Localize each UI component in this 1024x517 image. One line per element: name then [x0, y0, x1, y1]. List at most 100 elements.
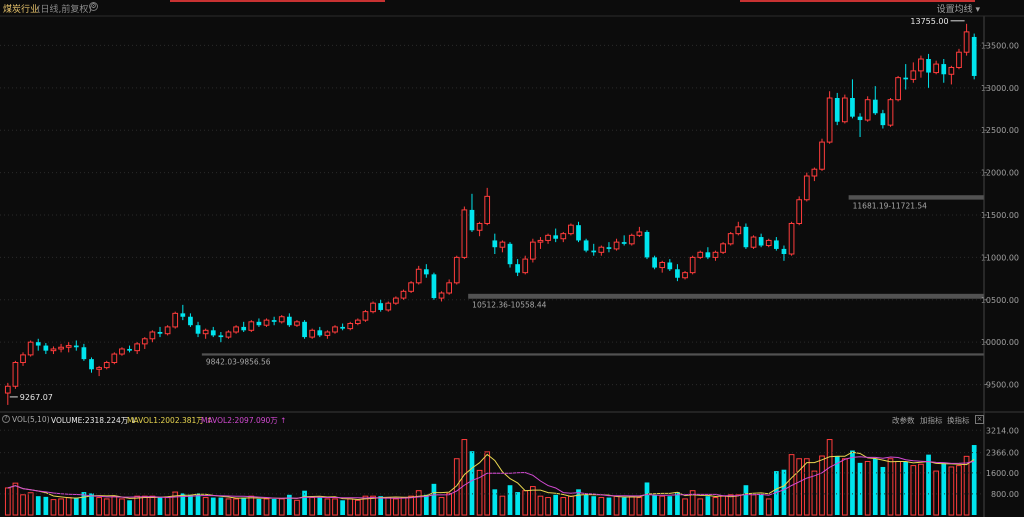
candle: [933, 60, 940, 75]
candle: [12, 360, 19, 389]
candle: [423, 264, 429, 278]
candle-body: [370, 302, 376, 313]
candle-body: [218, 335, 224, 338]
candle-body: [765, 239, 772, 247]
candle-body: [484, 195, 491, 224]
gap-label: 10512.36-10558.44: [472, 301, 547, 310]
candle: [628, 233, 635, 246]
candle-body: [773, 240, 779, 249]
volume-bar: [819, 455, 825, 516]
volume-bar: [933, 470, 940, 516]
candle: [598, 245, 605, 256]
candle: [720, 242, 726, 254]
candle-body: [499, 241, 506, 248]
volume-bar: [271, 498, 277, 515]
volume-bar: [850, 450, 855, 515]
volume-bar: [415, 490, 422, 516]
candle-body: [27, 341, 34, 356]
candle-body: [941, 64, 947, 75]
candle-body: [278, 316, 285, 323]
add-indicator-button[interactable]: 加指标: [920, 416, 943, 425]
close-icon[interactable]: ×: [975, 415, 984, 424]
candle: [910, 62, 917, 83]
candle-body: [347, 323, 354, 330]
volume-bar: [537, 495, 544, 516]
candle: [918, 55, 924, 78]
volume-bar: [872, 458, 878, 515]
volume-bar: [880, 466, 886, 515]
volume-bar: [393, 498, 399, 516]
gap-zone: [468, 293, 984, 299]
candle-body: [895, 77, 901, 101]
candle: [210, 326, 216, 338]
candle: [225, 330, 232, 339]
candle-body: [522, 258, 529, 274]
candle-body: [294, 321, 300, 326]
volume-bar: [65, 497, 72, 516]
volume-bar: [826, 439, 833, 516]
volume-bar: [613, 495, 620, 516]
candle-body: [119, 348, 125, 355]
volume-bar: [765, 498, 772, 516]
candle-body: [12, 362, 19, 387]
y-tick-label: 12500.00: [981, 126, 1019, 135]
volume-bar: [659, 495, 666, 516]
volume-bar: [4, 487, 11, 516]
switch-indicator-button[interactable]: 换指标: [947, 416, 970, 425]
candle: [606, 242, 612, 253]
help-icon[interactable]: ?: [2, 415, 10, 423]
candle: [560, 231, 567, 243]
volume-bar: [340, 500, 345, 515]
set-ma-button[interactable]: 设置均线 ▾: [936, 5, 980, 15]
candle: [675, 264, 680, 282]
candle: [735, 221, 742, 236]
candle: [507, 242, 513, 268]
candle: [294, 320, 300, 327]
tab-indicator-right: [740, 0, 975, 2]
gear-icon[interactable]: ⚙: [89, 2, 98, 11]
volume-bar: [963, 455, 970, 516]
low-label: 9267.07: [20, 393, 53, 402]
candle: [476, 221, 483, 237]
y-tick-label: 12000.00: [981, 169, 1019, 178]
candle-body: [354, 319, 361, 325]
candle: [576, 221, 581, 243]
candle: [492, 233, 498, 254]
volume-bar: [689, 490, 696, 516]
vol-tick-label: 1600.00: [986, 469, 1019, 478]
volume-indicator-name[interactable]: VOL(5,10): [12, 415, 50, 424]
candle: [332, 325, 338, 334]
volume-bar: [362, 495, 369, 516]
volume-bar: [750, 494, 757, 516]
candle: [286, 313, 292, 327]
volume-bar: [180, 493, 186, 515]
candle: [96, 365, 102, 377]
volume-bar: [385, 497, 392, 516]
volume-bar: [317, 497, 323, 515]
candle: [568, 223, 574, 236]
volume-bar: [81, 492, 87, 515]
volume-bar: [598, 497, 605, 516]
chart-title[interactable]: 煤炭行业: [3, 5, 40, 15]
volume-bar: [781, 469, 787, 515]
candle-body: [903, 77, 909, 80]
candle-body: [210, 330, 216, 336]
volume-bar: [347, 498, 354, 516]
candle-body: [796, 199, 803, 224]
candle-body: [963, 31, 970, 53]
candle-body: [712, 251, 719, 258]
candle: [583, 238, 589, 253]
volume-bar: [758, 494, 764, 515]
candle: [157, 326, 163, 338]
volume-bar: [89, 493, 94, 515]
candle-body: [864, 99, 871, 121]
candle: [400, 289, 407, 300]
volume-bar: [971, 445, 977, 515]
candle-body: [286, 316, 292, 326]
candle-body: [644, 231, 650, 258]
candle: [880, 109, 886, 129]
volume-bar: [149, 495, 156, 516]
change-params-button[interactable]: 改参数: [892, 416, 915, 425]
chart-subtitle: (日线,前复权): [37, 5, 92, 15]
